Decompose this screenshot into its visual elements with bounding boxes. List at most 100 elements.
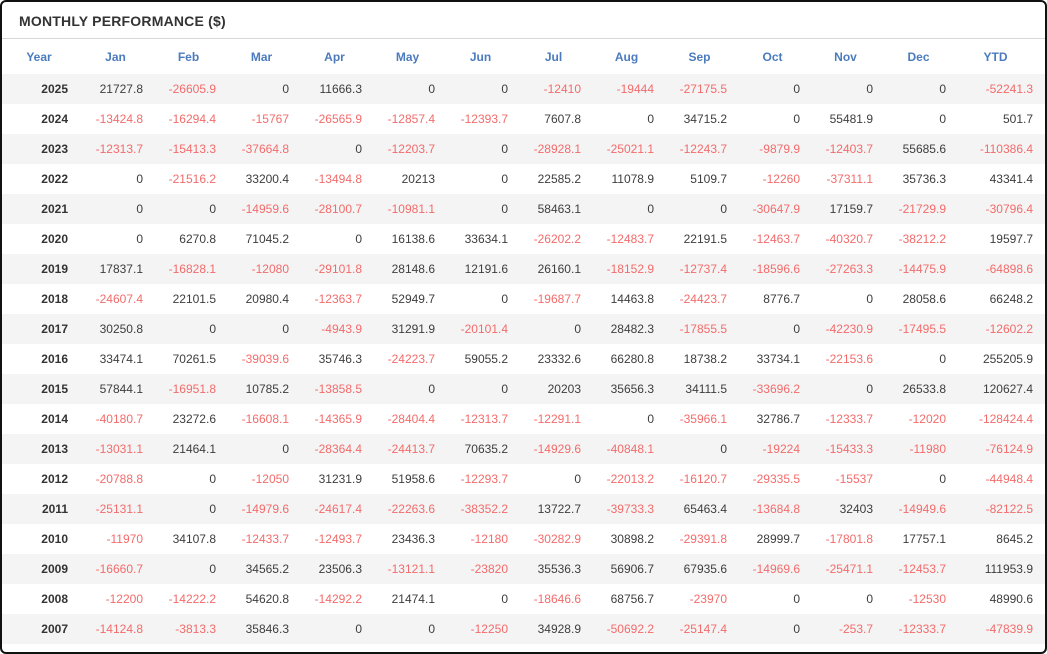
- value-cell-feb: 0: [209, 502, 216, 516]
- value-cell-may: 51958.6: [391, 472, 435, 486]
- value-cell-aug: -40848.1: [606, 442, 654, 456]
- value-cell-nov: 0: [866, 382, 873, 396]
- value-cell-nov: -15537: [835, 472, 873, 486]
- value-cell-mar: -15767: [251, 112, 289, 126]
- table-row-2008: 2008 -12200 -14222.2 54620.8 -14292.2 21474.1…: [2, 584, 1045, 614]
- value-cell-jun: 70635.2: [464, 442, 508, 456]
- value-cell-feb: 70261.5: [172, 352, 216, 366]
- column-header-feb: Feb: [155, 39, 228, 74]
- value-cell-may: 21474.1: [391, 592, 435, 606]
- value-cell-apr: -12493.7: [314, 532, 362, 546]
- value-cell-sep: 34111.5: [685, 382, 727, 396]
- value-cell-jul: 0: [574, 472, 581, 486]
- table-header-row: Year Jan Feb Mar Apr May Jun Jul Aug Sep Oct Nov Dec…: [2, 39, 1045, 74]
- value-cell-feb: -3813.3: [175, 622, 216, 636]
- value-cell-nov: 0: [866, 82, 873, 96]
- value-cell-aug: -39733.3: [606, 502, 654, 516]
- value-cell-jul: -28928.1: [533, 142, 581, 156]
- value-cell-nov: -12403.7: [825, 142, 873, 156]
- value-cell-sep: -12243.7: [679, 142, 727, 156]
- value-cell-oct: -19224: [762, 442, 800, 456]
- column-header-mar: Mar: [228, 39, 301, 74]
- value-cell-oct: 0: [793, 322, 800, 336]
- value-cell-mar: 35846.3: [245, 622, 289, 636]
- value-cell-jan: 33474.1: [99, 352, 143, 366]
- value-cell-sep: 0: [720, 202, 727, 216]
- table-row-2020: 2020 0 6270.8 71045.2 0 16138.6 33634.1 -26202.…: [2, 224, 1045, 254]
- value-cell-mar: 34565.2: [245, 562, 289, 576]
- value-cell-sep: -24423.7: [679, 292, 727, 306]
- value-cell-feb: -21516.2: [168, 172, 216, 186]
- column-header-nov: Nov: [812, 39, 885, 74]
- value-cell-sep: 67935.6: [683, 562, 727, 576]
- value-cell-aug: 28482.3: [610, 322, 654, 336]
- value-cell-apr: -14292.2: [314, 592, 362, 606]
- value-cell-jan: 0: [136, 232, 143, 246]
- value-cell-dec: 0: [939, 472, 946, 486]
- value-cell-mar: 20980.4: [245, 292, 289, 306]
- value-cell-aug: -50692.2: [606, 622, 654, 636]
- value-cell-apr: -4943.9: [321, 322, 362, 336]
- value-cell-jan: 30250.8: [99, 322, 143, 336]
- column-header-oct: Oct: [739, 39, 812, 74]
- value-cell-sep: -35966.1: [679, 412, 727, 426]
- table-row-2013: 2013 -13031.1 21464.1 0 -28364.4 -24413.7 7063…: [2, 434, 1045, 464]
- value-cell-apr: -29101.8: [314, 262, 362, 276]
- value-cell-ytd: -30796.4: [985, 202, 1033, 216]
- table-row-2021: 2021 0 0 -14959.6 -28100.7 -10981.1 0 58463.1 0 0…: [2, 194, 1045, 224]
- value-cell-nov: -253.7: [838, 622, 873, 636]
- value-cell-may: -28404.4: [387, 412, 435, 426]
- value-cell-nov: 55481.9: [829, 112, 873, 126]
- value-cell-aug: 68756.7: [610, 592, 654, 606]
- value-cell-oct: 0: [793, 592, 800, 606]
- column-header-dec: Dec: [885, 39, 958, 74]
- value-cell-may: 0: [428, 382, 435, 396]
- value-cell-jul: -14929.6: [533, 442, 581, 456]
- value-cell-may: 0: [428, 622, 435, 636]
- value-cell-aug: 11078.9: [611, 172, 655, 186]
- value-cell-oct: -14969.6: [752, 562, 800, 576]
- value-cell-aug: -12483.7: [606, 232, 654, 246]
- value-cell-jul: 23332.6: [537, 352, 581, 366]
- value-cell-oct: 8776.7: [763, 292, 800, 306]
- value-cell-jul: 7607.8: [544, 112, 581, 126]
- value-cell-mar: 0: [282, 442, 289, 456]
- year-cell: 2014: [41, 412, 68, 426]
- value-cell-jan: -16660.7: [95, 562, 143, 576]
- year-cell: 2020: [41, 232, 68, 246]
- value-cell-jul: 0: [574, 322, 581, 336]
- value-cell-nov: -40320.7: [825, 232, 873, 246]
- value-cell-ytd: -44948.4: [985, 472, 1033, 486]
- value-cell-aug: -18152.9: [606, 262, 654, 276]
- year-cell: 2017: [41, 322, 68, 336]
- value-cell-jul: -30282.9: [533, 532, 581, 546]
- value-cell-apr: -28364.4: [314, 442, 362, 456]
- value-cell-ytd: -64898.6: [985, 262, 1033, 276]
- value-cell-jun: 33634.1: [464, 232, 508, 246]
- value-cell-feb: 0: [209, 322, 216, 336]
- value-cell-aug: 0: [647, 202, 654, 216]
- value-cell-jul: 34928.9: [537, 622, 581, 636]
- monthly-performance-table: Year Jan Feb Mar Apr May Jun Jul Aug Sep Oct Nov Dec…: [2, 39, 1045, 644]
- value-cell-jan: 0: [136, 202, 143, 216]
- value-cell-apr: 11666.3: [319, 82, 363, 96]
- value-cell-may: 31291.9: [391, 322, 435, 336]
- year-cell: 2022: [41, 172, 68, 186]
- value-cell-sep: 0: [720, 442, 727, 456]
- value-cell-nov: -15433.3: [825, 442, 873, 456]
- value-cell-jan: -13424.8: [95, 112, 143, 126]
- table-row-2019: 2019 17837.1 -16828.1 -12080 -29101.8 28148.6…: [2, 254, 1045, 284]
- table-row-2022: 2022 0 -21516.2 33200.4 -13494.8 20213 0 22585.…: [2, 164, 1045, 194]
- value-cell-aug: -22013.2: [606, 472, 654, 486]
- value-cell-mar: -39039.6: [241, 352, 289, 366]
- value-cell-ytd: -47839.9: [985, 622, 1033, 636]
- value-cell-may: 23436.3: [391, 532, 435, 546]
- table-row-2023: 2023 -12313.7 -15413.3 -37664.8 0 -12203.7 0 -2…: [2, 134, 1045, 164]
- value-cell-dec: -14949.6: [898, 502, 946, 516]
- value-cell-mar: -14959.6: [241, 202, 289, 216]
- value-cell-ytd: -76124.9: [985, 442, 1033, 456]
- value-cell-dec: -12530: [908, 592, 946, 606]
- table-row-2011: 2011 -25131.1 0 -14979.6 -24617.4 -22263.6 -38…: [2, 494, 1045, 524]
- value-cell-ytd: 501.7: [1002, 112, 1033, 126]
- year-cell: 2024: [41, 112, 68, 126]
